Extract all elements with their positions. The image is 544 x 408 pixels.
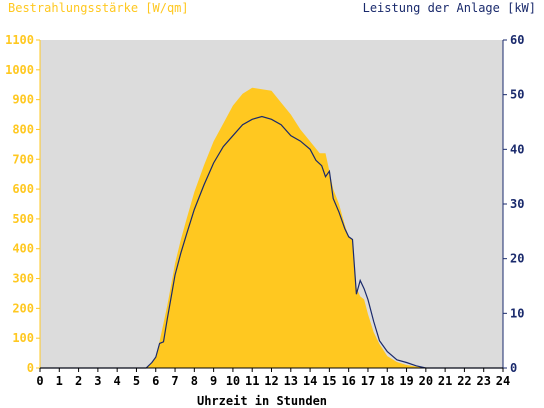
series-layer [40,87,503,369]
x-tick-label: 23 [476,374,490,388]
left-tick-label: 200 [12,301,34,315]
left-tick-label: 1000 [5,63,34,77]
x-tick-label: 16 [341,374,355,388]
left-tick-label: 800 [12,122,34,136]
right-tick-label: 50 [510,88,524,102]
left-tick-label: 600 [12,182,34,196]
x-axis-label: Uhrzeit in Stunden [197,394,327,408]
x-axis-ticks: 0 1 2 3 4 5 6 7 8 9 10 11 12 13 14 15 16 17 18 19 20 21 22 23 24 [36,368,510,388]
x-tick-label: 20 [419,374,433,388]
x-tick-label: 2 [75,374,82,388]
left-tick-label: 300 [12,272,34,286]
left-tick-label: 1100 [5,33,34,47]
x-tick-label: 8 [191,374,198,388]
x-tick-label: 7 [171,374,178,388]
x-tick-label: 10 [226,374,240,388]
x-tick-label: 14 [303,374,317,388]
right-tick-label: 0 [510,361,517,375]
left-tick-label: 400 [12,242,34,256]
right-tick-label: 60 [510,33,524,47]
x-tick-label: 12 [264,374,278,388]
right-tick-label: 30 [510,197,524,211]
right-tick-label: 20 [510,252,524,266]
x-tick-label: 1 [56,374,63,388]
x-tick-label: 21 [438,374,452,388]
irradiance-area [40,87,503,368]
x-tick-label: 4 [114,374,121,388]
x-tick-label: 19 [399,374,413,388]
x-tick-label: 11 [245,374,259,388]
left-tick-label: 500 [12,212,34,226]
x-tick-label: 0 [36,374,43,388]
left-tick-label: 700 [12,152,34,166]
x-tick-label: 24 [496,374,510,388]
x-tick-label: 15 [322,374,336,388]
right-axis-title: Leistung der Anlage [kW] [363,1,536,15]
x-tick-label: 22 [457,374,471,388]
x-tick-label: 6 [152,374,159,388]
x-tick-label: 17 [361,374,375,388]
x-tick-label: 18 [380,374,394,388]
power-line [40,115,503,369]
left-axis-title: Bestrahlungsstärke [W/qm] [8,1,189,15]
x-tick-label: 9 [210,374,217,388]
left-axis-ticks: 0 100 200 300 400 500 600 700 800 900 1000 1100 [5,33,40,375]
left-tick-label: 0 [27,361,34,375]
left-tick-label: 100 [12,331,34,345]
x-tick-label: 5 [133,374,140,388]
right-tick-label: 40 [510,142,524,156]
x-tick-label: 3 [94,374,101,388]
x-tick-label: 13 [284,374,298,388]
right-tick-label: 10 [510,306,524,320]
right-axis-ticks: 0 10 20 30 40 50 60 [503,33,524,375]
left-tick-label: 900 [12,93,34,107]
